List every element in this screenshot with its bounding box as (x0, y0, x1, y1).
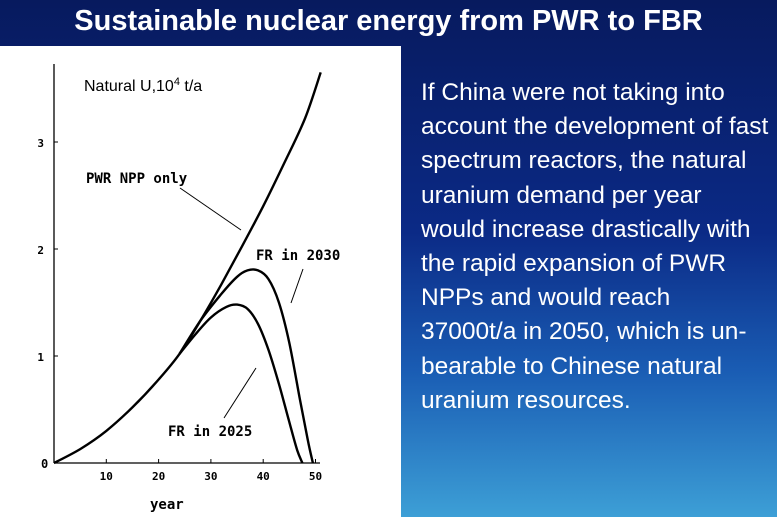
y-tick-label-2: 2 (37, 244, 44, 257)
series-line-pwr-npp-only (53, 72, 322, 465)
x-tick-label-20: 20 (152, 470, 165, 483)
label-fr-2030: FR in 2030 (256, 248, 340, 264)
x-tick-label-10: 10 (100, 470, 113, 483)
y-axis-label: Natural U,104 t/a (84, 76, 202, 95)
uranium-demand-chart: Natural U,104 t/a year 0 PWR NPP only FR… (37, 64, 340, 513)
y-tick-label-1: 1 (37, 351, 44, 364)
origin-label: 0 (41, 457, 48, 471)
x-tick-label-30: 30 (204, 470, 217, 483)
axis-ticks: 10 20 30 40 50 1 2 3 (37, 137, 322, 483)
x-tick-label-50: 50 (309, 470, 322, 483)
y-tick-label-3: 3 (37, 137, 44, 150)
label-fr-2025: FR in 2025 (168, 424, 252, 440)
explanation-paragraph: If China were not taking into account th… (421, 79, 769, 414)
label-pwr-npp-only: PWR NPP only (86, 171, 188, 187)
leader-line-pwr (179, 187, 242, 231)
chart-panel: Natural U,104 t/a year 0 PWR NPP only FR… (0, 46, 401, 517)
leader-line-fr-2025 (223, 367, 257, 419)
series-line-fr-2025 (178, 303, 304, 464)
x-axis-label: year (150, 497, 184, 513)
x-tick-label-40: 40 (257, 470, 270, 483)
leader-line-fr-2030 (290, 268, 304, 304)
series-line-fr-2030 (178, 268, 315, 464)
slide-title: Sustainable nuclear energy from PWR to F… (74, 5, 703, 37)
series-layer (53, 72, 322, 465)
